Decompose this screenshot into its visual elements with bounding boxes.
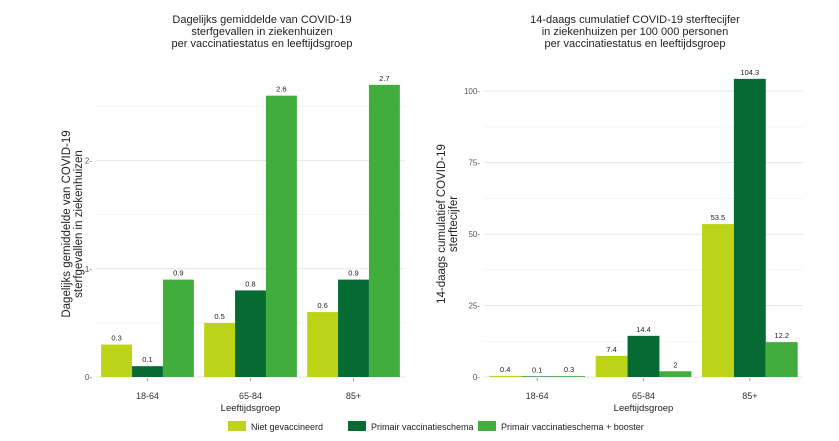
bar: [521, 376, 554, 377]
legend-swatch: [228, 421, 246, 431]
y-tick-label: 0-: [473, 373, 480, 382]
x-axis-label: Leeftijdsgroep: [614, 403, 674, 414]
bar: [307, 312, 339, 377]
chart-title-line: in ziekenhuizen per 100 000 personen: [542, 26, 729, 38]
data-label: 2.6: [276, 85, 286, 94]
y-tick-label: 100-: [464, 87, 480, 96]
data-label: 0.4: [500, 365, 510, 374]
legend-label: Primair vaccinatieschema: [371, 422, 474, 432]
x-tick-label: 65-84: [632, 391, 655, 401]
bar: [553, 376, 586, 377]
legend: Niet gevaccineerd Primair vaccinatieschem…: [228, 421, 644, 432]
y-tick-label: 1-: [85, 265, 92, 274]
data-label: 0.6: [317, 301, 327, 310]
y-tick-label: 75-: [468, 159, 480, 168]
chart-title-line: per vaccinatiestatus en leeftijdsgroep: [545, 38, 726, 50]
y-axis-label: Dagelijks gemiddelde van COVID-19sterfge…: [61, 130, 85, 317]
data-label: 0.3: [564, 365, 574, 374]
bar: [162, 279, 194, 377]
data-label: 14.4: [636, 325, 651, 334]
x-tick-label: 65-84: [239, 391, 262, 401]
panel-cumulative-rate: 14-daags cumulatief COVID-19 sterftecijf…: [436, 14, 803, 414]
data-label: 0.8: [245, 279, 255, 288]
x-axis-label: Leeftijdsgroep: [221, 403, 281, 414]
data-label: 0.3: [111, 334, 121, 343]
data-label: 0.5: [214, 312, 224, 321]
panel-daily-average: Dagelijks gemiddelde van COVID-19 sterfge…: [61, 14, 405, 414]
y-tick-label: 0-: [85, 373, 92, 382]
x-tick-label: 18-64: [136, 391, 159, 401]
data-label: 0.1: [142, 355, 152, 364]
data-label: 12.2: [774, 331, 789, 340]
legend-swatch: [478, 421, 496, 431]
chart-title-line: sterfgevallen in ziekenhuizen: [191, 26, 332, 38]
y-tick-label: 50-: [468, 230, 480, 239]
data-label: 0.1: [532, 365, 542, 374]
bar: [204, 322, 236, 377]
legend-swatch: [348, 421, 366, 431]
bar: [595, 355, 628, 377]
bar: [132, 366, 163, 377]
data-label: 0.9: [348, 269, 358, 278]
bar: [101, 344, 133, 377]
y-tick-label: 2-: [85, 157, 92, 166]
data-label: 0.9: [173, 269, 183, 278]
x-tick-label: 85+: [742, 391, 757, 401]
data-label: 7.4: [606, 345, 616, 354]
bar: [489, 375, 522, 377]
data-label: 2.7: [379, 74, 389, 83]
bar: [338, 279, 369, 377]
chart-title-line: per vaccinatiestatus en leeftijdsgroep: [172, 38, 353, 50]
y-axis-label-line: sterfgevallen in ziekenhuizen: [73, 150, 85, 298]
x-tick-label: 18-64: [526, 391, 549, 401]
legend-label: Primair vaccinatieschema + booster: [501, 422, 644, 432]
data-label: 2: [673, 360, 677, 369]
bar: [701, 224, 734, 377]
data-label: 104.3: [740, 68, 759, 77]
y-tick-label: 25-: [468, 302, 480, 311]
y-axis-label-line: Dagelijks gemiddelde van COVID-19: [61, 130, 73, 317]
bar: [659, 371, 692, 377]
chart-title: 14-daags cumulatief COVID-19 sterftecijf…: [530, 14, 740, 50]
chart-title: Dagelijks gemiddelde van COVID-19 sterfge…: [172, 14, 353, 50]
bar: [765, 342, 798, 377]
bar: [235, 290, 266, 377]
bar: [368, 84, 400, 378]
bar: [627, 335, 660, 377]
chart-title-line: 14-daags cumulatief COVID-19 sterftecijf…: [530, 14, 740, 26]
legend-label: Niet gevaccineerd: [251, 422, 323, 432]
data-label: 53.5: [711, 213, 726, 222]
x-tick-label: 85+: [346, 391, 361, 401]
bar: [265, 95, 297, 378]
chart-title-line: Dagelijks gemiddelde van COVID-19: [172, 14, 351, 26]
y-axis-label-line: sterftecijfer: [448, 196, 460, 252]
bar: [733, 78, 766, 377]
y-axis-label-line: 14-daags cumulatief COVID-19: [436, 144, 448, 304]
y-axis-label: 14-daags cumulatief COVID-19sterftecijfe…: [436, 144, 460, 304]
